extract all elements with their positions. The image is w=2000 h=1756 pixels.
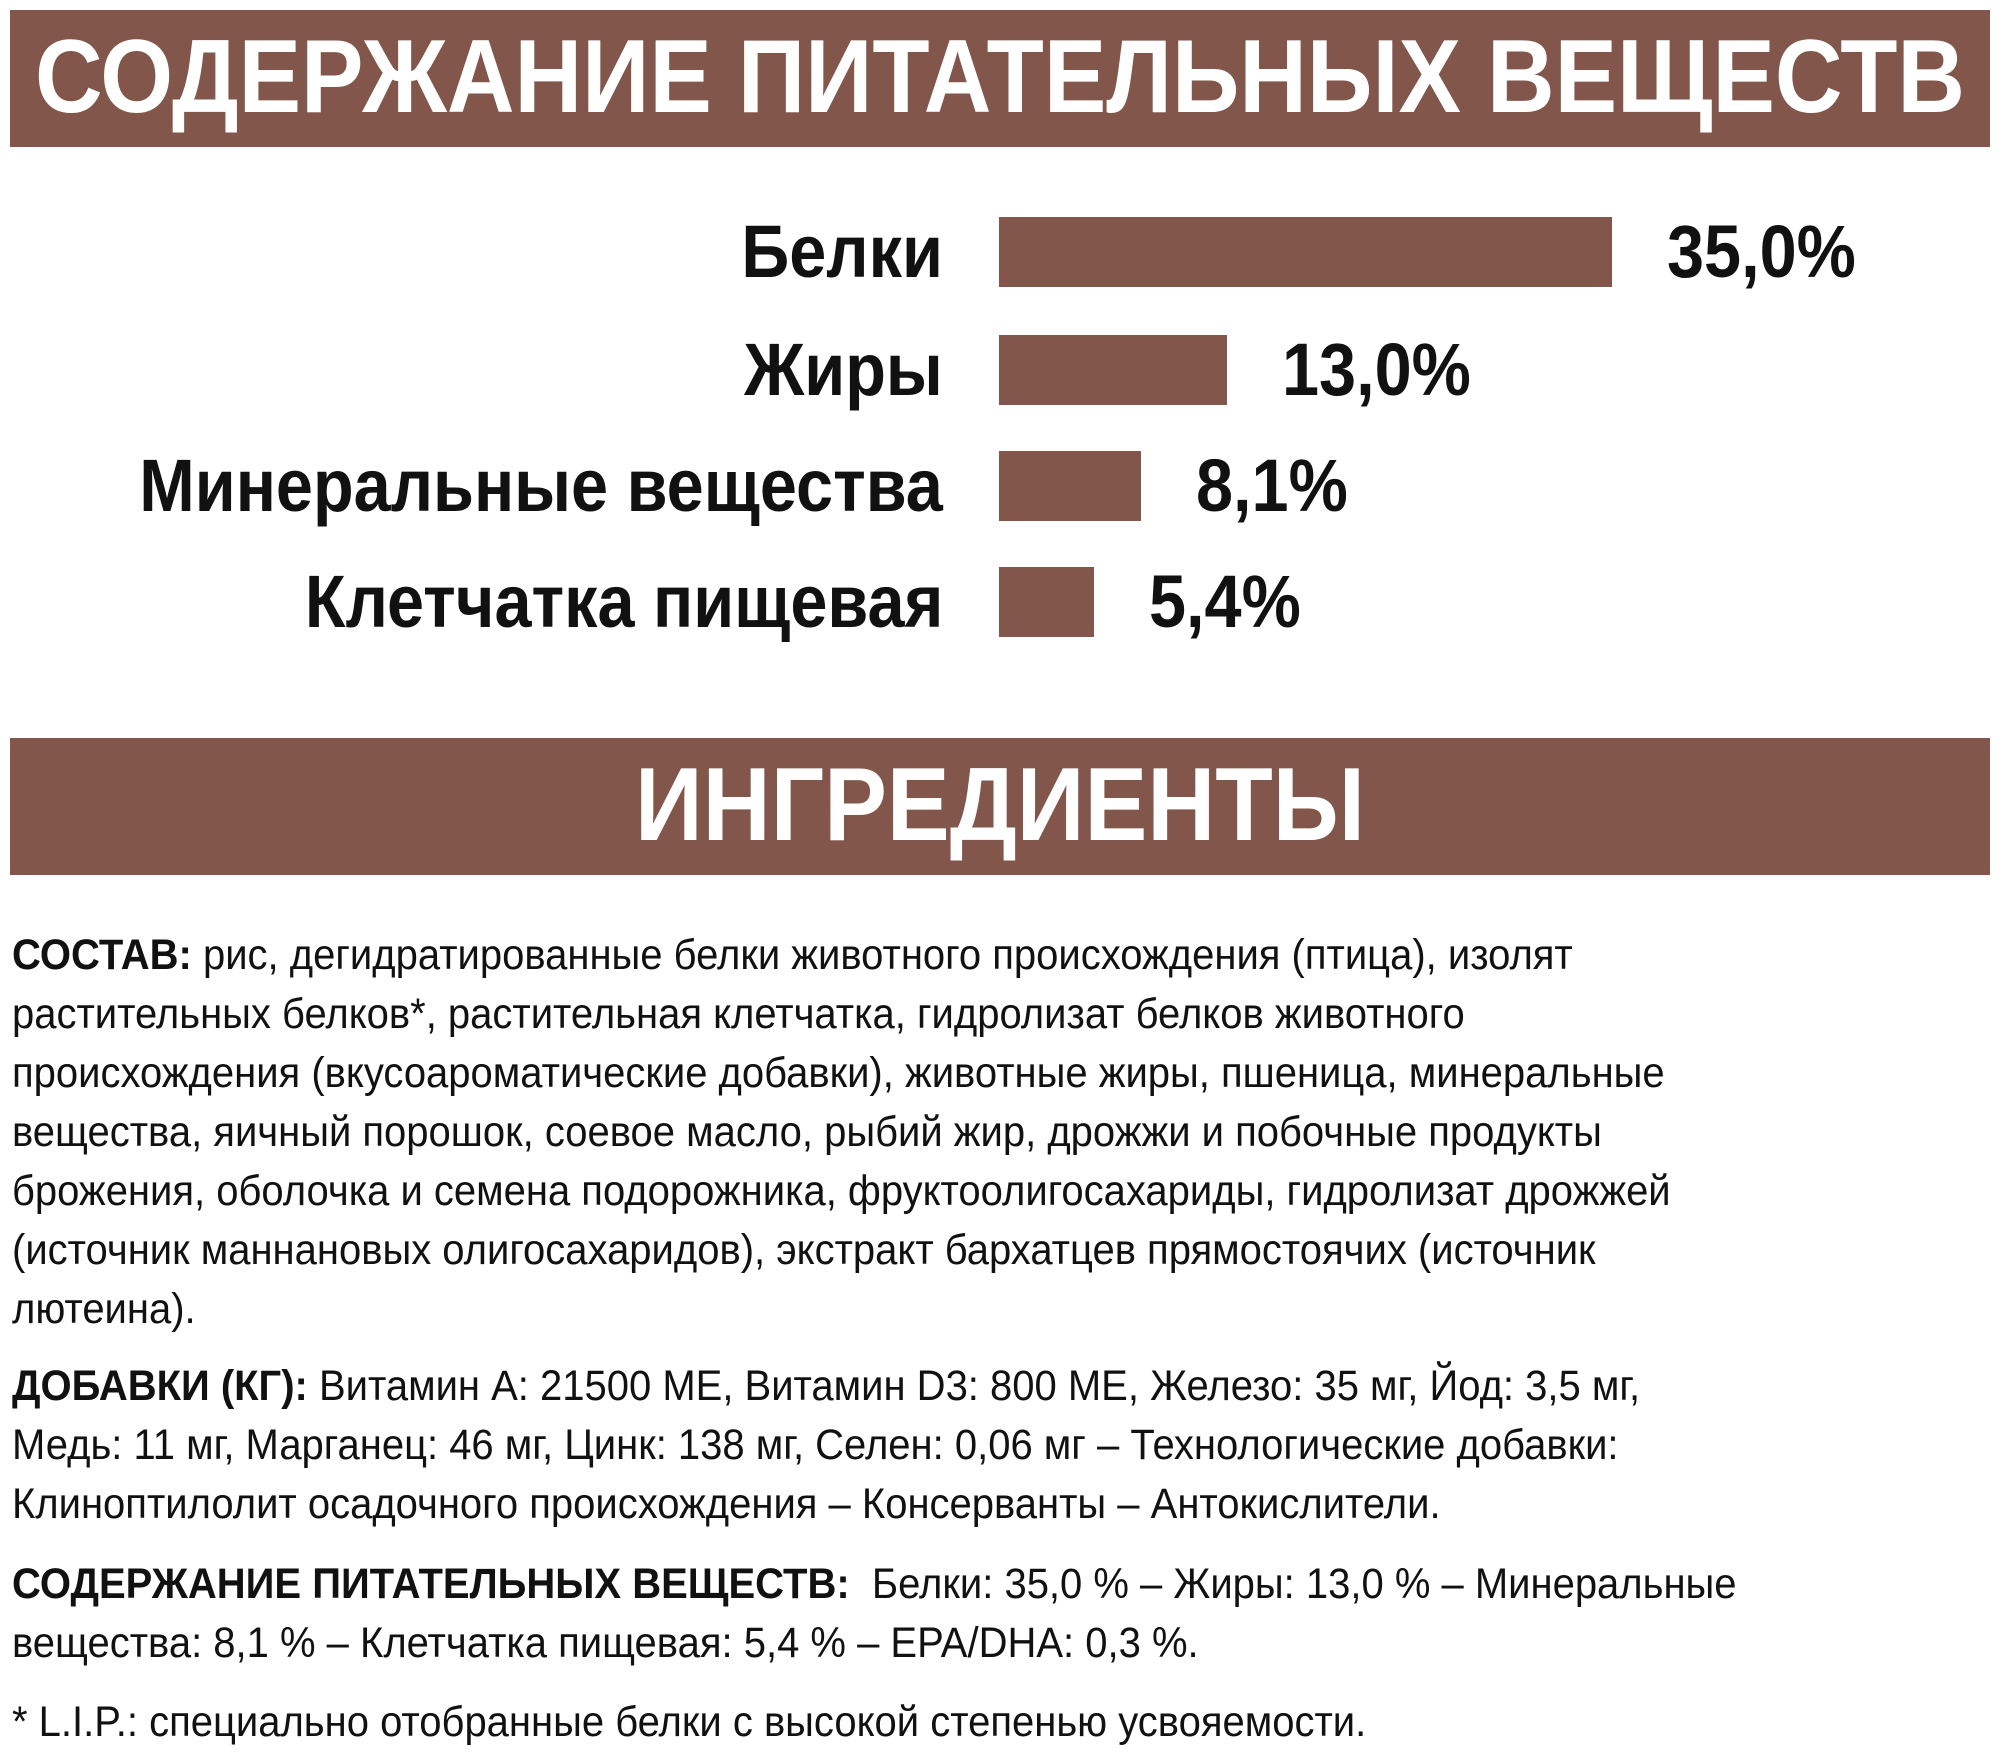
bar-value-label: 35,0% bbox=[1667, 210, 1856, 293]
bar-row: Клетчатка пищевая 5,4% bbox=[0, 561, 2000, 643]
nutrients-text-paragraph: СОДЕРЖАНИЕ ПИТАТЕЛЬНЫХ ВЕЩЕСТВ: Белки: 3… bbox=[12, 1555, 1992, 1673]
bar-value-label: 5,4% bbox=[1148, 560, 1301, 643]
bar-label: Белки bbox=[741, 210, 943, 293]
paragraph-line: вещества, яичный порошок, соевое масло, … bbox=[12, 1108, 1602, 1156]
nutrients-header-title: СОДЕРЖАНИЕ ПИТАТЕЛЬНЫХ ВЕЩЕСТВ bbox=[35, 19, 1965, 135]
paragraph-line: СОСТАВ: рис, дегидратированные белки жив… bbox=[12, 926, 1853, 985]
additives-paragraph: ДОБАВКИ (КГ): Витамин А: 21500 МЕ, Витам… bbox=[12, 1357, 1992, 1534]
paragraph-label: ДОБАВКИ (КГ): bbox=[12, 1362, 308, 1410]
footnote: * L.I.P.: специально отобранные белки с … bbox=[12, 1693, 1992, 1752]
paragraph-line: Медь: 11 мг, Марганец: 46 мг, Цинк: 138 … bbox=[12, 1421, 1619, 1469]
paragraph-line: растительных белков*, растительная клетч… bbox=[12, 990, 1465, 1038]
bar-label: Жиры bbox=[744, 328, 943, 411]
paragraph-label: СОСТАВ: bbox=[12, 931, 192, 979]
paragraph-line: СОДЕРЖАНИЕ ПИТАТЕЛЬНЫХ ВЕЩЕСТВ: Белки: 3… bbox=[12, 1555, 1853, 1614]
paragraph-line: брожения, оболочка и семена подорожника,… bbox=[12, 1167, 1671, 1215]
paragraph-line: Клиноптилолит осадочного происхождения –… bbox=[12, 1480, 1441, 1528]
ingredients-header: ИНГРЕДИЕНТЫ bbox=[10, 738, 1990, 875]
footnote-text: * L.I.P.: специально отобранные белки с … bbox=[12, 1698, 1367, 1746]
paragraph-line: вещества: 8,1 % – Клетчатка пищевая: 5,4… bbox=[12, 1619, 1199, 1667]
paragraph-text: Белки: 35,0 % – Жиры: 13,0 % – Минеральн… bbox=[849, 1560, 1737, 1608]
paragraph-text: Витамин А: 21500 МЕ, Витамин D3: 800 МЕ,… bbox=[307, 1362, 1641, 1410]
paragraph-line: происхождения (вкусоароматические добавк… bbox=[12, 1049, 1665, 1097]
paragraph-line: лютеина). bbox=[12, 1285, 196, 1333]
paragraph-label: СОДЕРЖАНИЕ ПИТАТЕЛЬНЫХ ВЕЩЕСТВ: bbox=[12, 1560, 850, 1608]
bar-row: Минеральные вещества 8,1% bbox=[0, 445, 2000, 527]
paragraph-text: рис, дегидратированные белки животного п… bbox=[191, 931, 1573, 979]
bar-label: Минеральные вещества bbox=[139, 444, 943, 527]
bar bbox=[999, 567, 1094, 637]
bar bbox=[999, 451, 1141, 521]
bar bbox=[999, 217, 1612, 287]
paragraph-line: (источник маннановых олигосахаридов), эк… bbox=[12, 1226, 1596, 1274]
bar bbox=[999, 335, 1227, 405]
nutrients-header: СОДЕРЖАНИЕ ПИТАТЕЛЬНЫХ ВЕЩЕСТВ bbox=[10, 10, 1990, 147]
paragraph-line: ДОБАВКИ (КГ): Витамин А: 21500 МЕ, Витам… bbox=[12, 1357, 1853, 1416]
bar-value-label: 13,0% bbox=[1281, 328, 1471, 411]
bar-row: Жиры 13,0% bbox=[0, 329, 2000, 411]
bar-label: Клетчатка пищевая bbox=[304, 560, 943, 643]
ingredients-header-title: ИНГРЕДИЕНТЫ bbox=[635, 747, 1365, 863]
bar-value-label: 8,1% bbox=[1195, 444, 1348, 527]
bar-row: Белки 35,0% bbox=[0, 211, 2000, 293]
composition-paragraph: СОСТАВ: рис, дегидратированные белки жив… bbox=[12, 926, 1992, 1339]
